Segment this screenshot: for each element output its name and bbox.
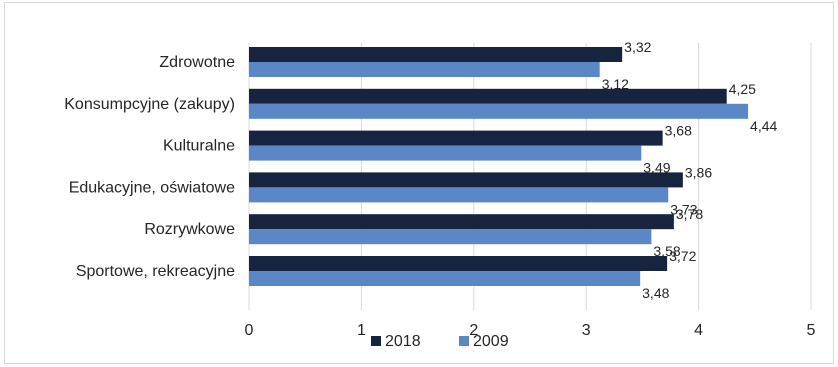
bar-2009 xyxy=(249,229,652,245)
data-label: 4,25 xyxy=(729,81,756,97)
data-label: 3,68 xyxy=(665,123,692,139)
legend-swatch-2009 xyxy=(459,336,469,346)
x-tick-label: 0 xyxy=(245,322,254,339)
data-label: 4,44 xyxy=(750,118,777,134)
category-label: Kulturalne xyxy=(163,138,235,155)
data-label: 3,73 xyxy=(670,201,697,217)
bar-2009 xyxy=(249,187,669,203)
x-tick-labels: 0 1 2 3 4 5 xyxy=(245,322,816,339)
category-label: Zdrowotne xyxy=(159,54,235,71)
x-tick-label: 2 xyxy=(469,322,478,339)
category-labels: Zdrowotne Konsumpcyjne (zakupy) Kulturalne… xyxy=(64,54,235,280)
legend: 2018 2009 xyxy=(371,333,509,350)
data-label: 3,58 xyxy=(653,243,680,259)
bar-2018 xyxy=(249,88,727,104)
category-label: Edukacyjne, oświatowe xyxy=(69,179,235,196)
legend-swatch-2018 xyxy=(371,336,381,346)
bar-2009 xyxy=(249,103,749,119)
data-label: 3,72 xyxy=(669,248,696,264)
x-tick-label: 3 xyxy=(582,322,591,339)
chart-frame: Zdrowotne Konsumpcyjne (zakupy) Kulturalne… xyxy=(4,2,834,364)
bar-2018 xyxy=(249,47,623,62)
bar-2018 xyxy=(249,172,683,188)
bar-2009 xyxy=(249,271,641,286)
data-label: 3,49 xyxy=(643,160,670,176)
data-label: 3,48 xyxy=(642,285,669,301)
legend-label-2009: 2009 xyxy=(473,333,509,350)
x-tick-label: 5 xyxy=(807,322,816,339)
bar-2018 xyxy=(249,214,674,230)
data-label: 3,32 xyxy=(624,39,651,55)
bars xyxy=(249,47,749,286)
data-label: 3,12 xyxy=(602,76,629,92)
x-tick-label: 1 xyxy=(357,322,366,339)
x-tick-label: 4 xyxy=(694,322,703,339)
data-label: 3,86 xyxy=(685,164,712,180)
category-label: Rozrywkowe xyxy=(144,221,235,238)
data-label: 3,78 xyxy=(676,206,703,222)
bar-chart: Zdrowotne Konsumpcyjne (zakupy) Kulturalne… xyxy=(64,39,816,350)
category-label: Sportowe, rekreacyjne xyxy=(76,263,235,280)
data-labels: 3,32 3,12 4,25 4,44 3,68 3,49 3,86 3,733,78 3,58… xyxy=(602,39,778,301)
bar-2018 xyxy=(249,256,668,271)
legend-label-2018: 2018 xyxy=(385,333,421,350)
category-label: Konsumpcyjne (zakupy) xyxy=(64,96,235,113)
bar-2009 xyxy=(249,62,600,77)
bar-2009 xyxy=(249,145,642,161)
bar-2018 xyxy=(249,130,663,146)
